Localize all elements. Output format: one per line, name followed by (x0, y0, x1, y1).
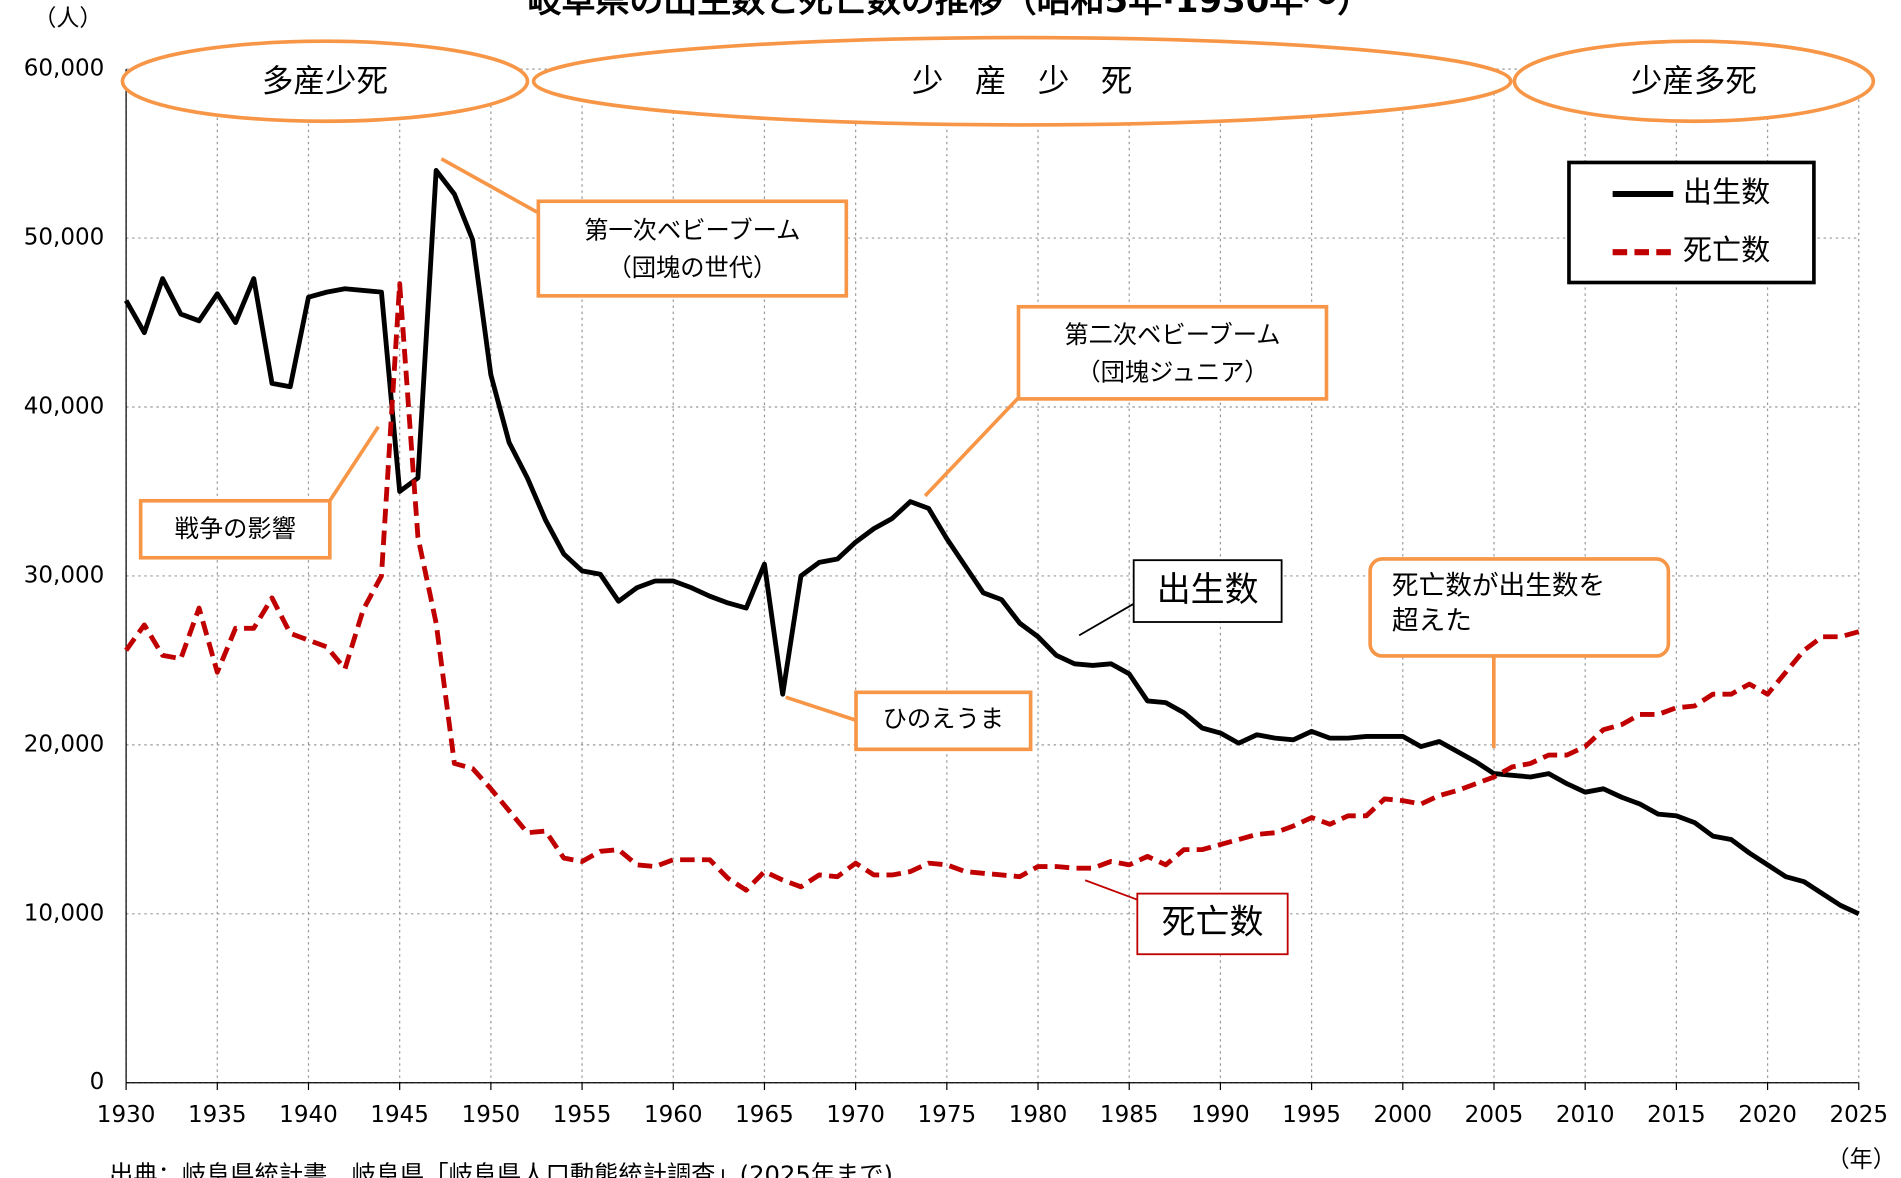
x-tick-label: 1985 (1100, 1102, 1159, 1128)
series-line (124, 281, 1860, 893)
x-tick-label: 1995 (1282, 1102, 1341, 1128)
annotation-box (536, 199, 849, 298)
x-tick-label: 1980 (1009, 1102, 1068, 1128)
period-ellipse (1512, 39, 1876, 124)
x-tick-label: 1940 (279, 1102, 338, 1128)
annotation-text: （団塊ジュニア） (1076, 357, 1268, 386)
period-label: 少 産 少 死 (912, 63, 1133, 99)
x-tick-label: 1935 (188, 1102, 247, 1128)
legend-label: 死亡数 (1683, 233, 1770, 267)
annotation-text: 死亡数が出生数を (1392, 570, 1605, 601)
x-tick-label: 1950 (462, 1102, 521, 1128)
annotation-text: ひのえうま (883, 704, 1004, 733)
x-tick-label: 1930 (97, 1102, 156, 1128)
annotation-text: 戦争の影響 (175, 514, 296, 543)
chart-body: 岐阜県の出生数と死亡数の推移（昭和5年·1930年〜） （人） （年） 出典：岐… (24, 0, 1896, 1178)
x-tick-label: 2010 (1556, 1102, 1615, 1128)
y-tick-label: 20,000 (24, 731, 105, 757)
y-tick-label: 50,000 (24, 225, 105, 251)
annotation-box (1132, 559, 1283, 623)
y-tick-label: 60,000 (24, 56, 105, 82)
annotation-text: 第二次ベビーブーム (1064, 320, 1280, 349)
x-tick-label: 1960 (644, 1102, 703, 1128)
annotation-leader (923, 396, 1020, 498)
x-tick-label: 2025 (1829, 1102, 1888, 1128)
x-tick-label: 2000 (1374, 1102, 1433, 1128)
x-tick-label: 2015 (1647, 1102, 1706, 1128)
y-tick-label: 10,000 (24, 900, 105, 926)
annotation-box (854, 690, 1033, 752)
y-unit: （人） (33, 6, 102, 32)
x-tick-label: 1965 (735, 1102, 794, 1128)
annotation-leader (328, 425, 380, 502)
x-tick-label: 1970 (826, 1102, 885, 1128)
annotation-box (1136, 892, 1289, 956)
x-tick-label: 1975 (918, 1102, 977, 1128)
period-label: 少産多死 (1631, 63, 1757, 99)
annotation-leader (440, 157, 539, 214)
x-tick-label: 2005 (1465, 1102, 1524, 1128)
x-tick-label: 1945 (370, 1102, 429, 1128)
period-ellipse (120, 39, 530, 124)
period-label: 多産少死 (262, 63, 388, 99)
y-tick-label: 30,000 (24, 562, 105, 588)
annotation-text: （団塊の世代） (607, 253, 777, 282)
annotation-text: 出生数 (1157, 570, 1259, 610)
x-tick-label: 1955 (553, 1102, 612, 1128)
annotation-box (1368, 557, 1671, 658)
y-tick-label: 40,000 (24, 393, 105, 419)
annotation-leader (1084, 879, 1138, 901)
source-note: 出典：岐阜県統計書、岐阜県「岐阜県人口動態統計調査」(2025年まで) (109, 1160, 893, 1178)
annotation-leader (785, 695, 857, 722)
annotation-text: 第一次ベビーブーム (584, 216, 800, 245)
y-tick-label: 0 (90, 1069, 105, 1095)
x-tick-label: 1990 (1191, 1102, 1250, 1128)
x-unit: （年） (1827, 1147, 1896, 1173)
chart-title: 岐阜県の出生数と死亡数の推移（昭和5年·1930年〜） (528, 0, 1372, 21)
x-tick-label: 2020 (1738, 1102, 1797, 1128)
legend-box (1567, 160, 1816, 285)
annotation-text: 超えた (1392, 606, 1472, 637)
annotation-box (1016, 304, 1329, 401)
annotation-leader (1078, 603, 1135, 637)
period-ellipse (531, 35, 1513, 127)
annotation-box (138, 498, 332, 560)
legend-label: 出生数 (1683, 175, 1770, 209)
annotation-text: 死亡数 (1162, 902, 1264, 942)
